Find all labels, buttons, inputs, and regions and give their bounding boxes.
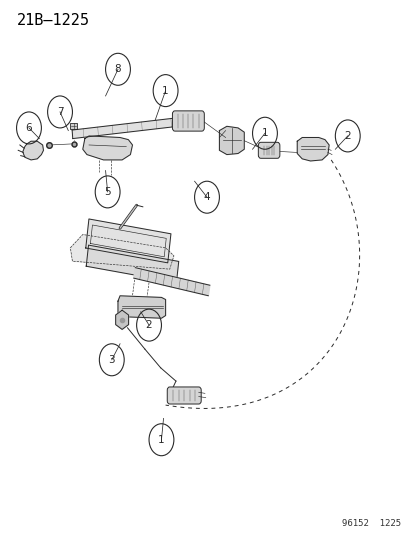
Text: 1: 1 (261, 128, 268, 138)
Polygon shape (115, 310, 128, 329)
Text: 7: 7 (57, 107, 63, 117)
Polygon shape (83, 136, 132, 160)
Polygon shape (23, 141, 43, 160)
Text: 3: 3 (108, 355, 115, 365)
Text: 6: 6 (26, 123, 32, 133)
Text: 8: 8 (114, 64, 121, 74)
Polygon shape (70, 235, 173, 269)
Text: 21B–1225: 21B–1225 (17, 13, 89, 28)
Polygon shape (297, 138, 328, 161)
Text: 4: 4 (203, 192, 210, 202)
Polygon shape (133, 268, 209, 296)
Text: 2: 2 (145, 320, 152, 330)
FancyBboxPatch shape (172, 111, 204, 131)
Text: 96152  1225: 96152 1225 (342, 519, 401, 528)
FancyBboxPatch shape (167, 387, 201, 404)
Polygon shape (72, 117, 182, 139)
Polygon shape (85, 219, 171, 263)
Text: 1: 1 (158, 435, 164, 445)
Text: 1: 1 (162, 86, 169, 95)
Text: 2: 2 (344, 131, 350, 141)
FancyBboxPatch shape (70, 123, 77, 129)
Polygon shape (219, 126, 244, 155)
Polygon shape (86, 245, 178, 282)
Polygon shape (118, 296, 165, 318)
FancyBboxPatch shape (258, 142, 279, 158)
Text: 5: 5 (104, 187, 111, 197)
